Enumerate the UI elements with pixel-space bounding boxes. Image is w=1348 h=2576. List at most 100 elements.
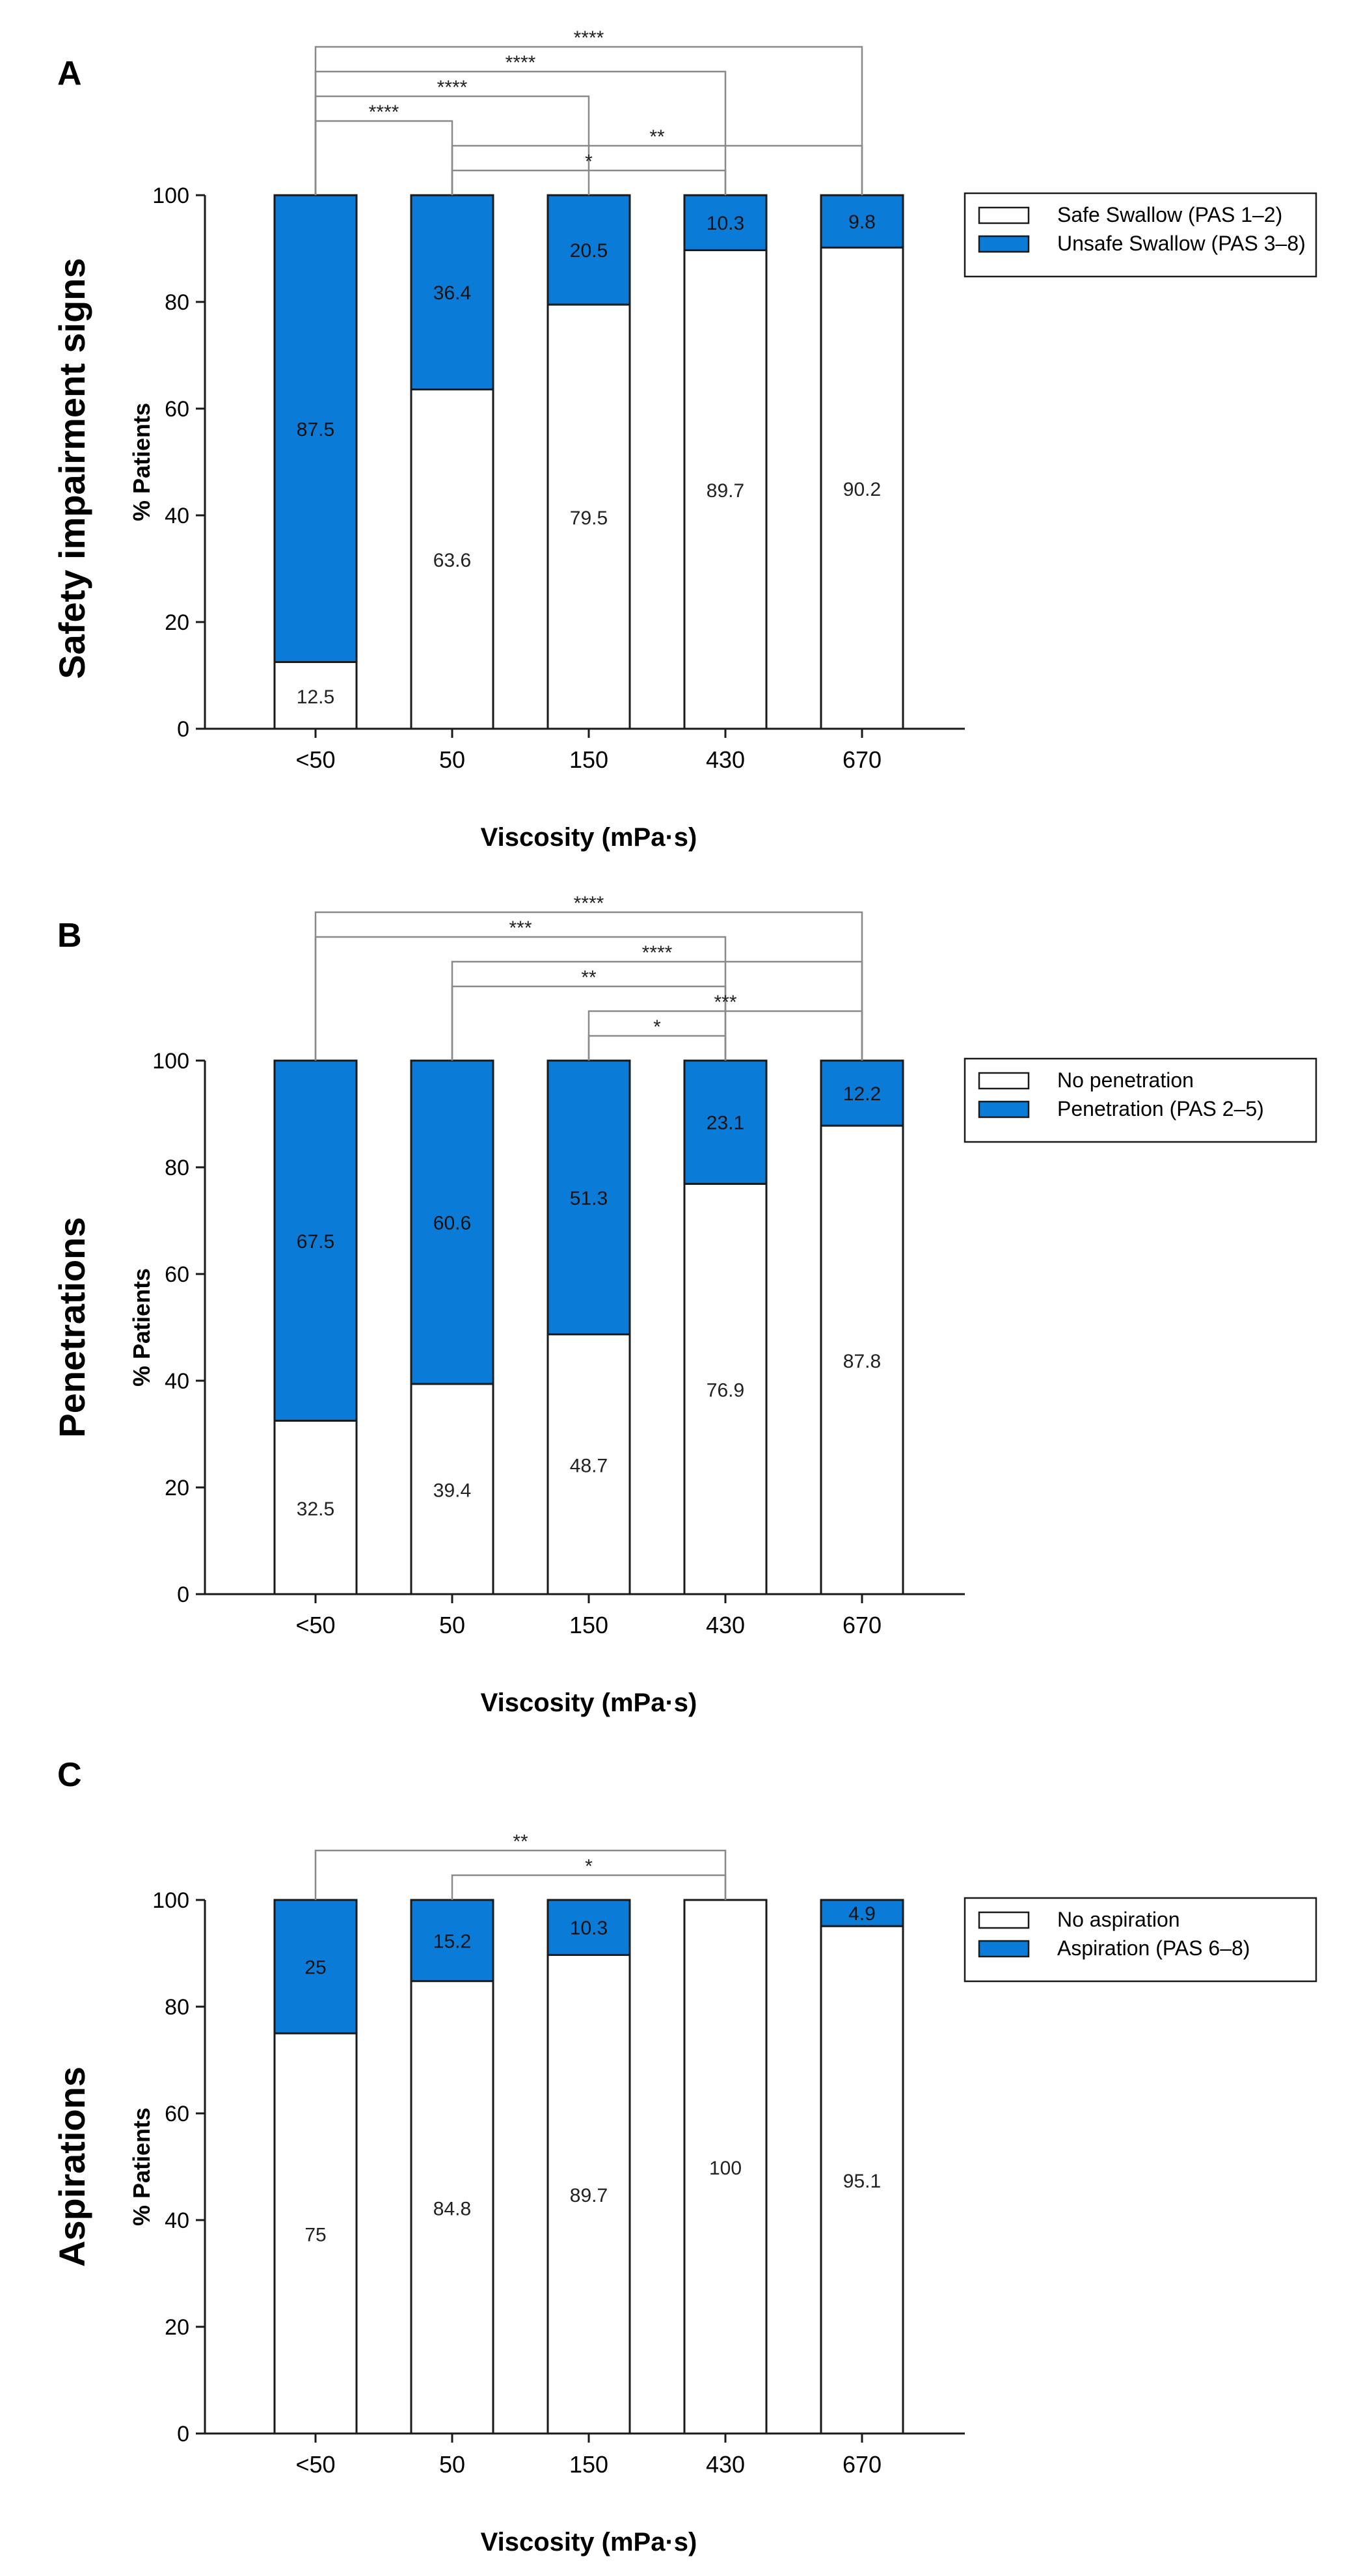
bar-safe-segment — [683, 249, 768, 730]
bar-safe-segment — [546, 1953, 631, 2435]
y-tick-label: 100 — [152, 1049, 189, 1074]
bar-safe-segment — [546, 1333, 631, 1595]
y-axis-label: % Patients — [128, 1268, 155, 1387]
data-label-safe: 76.9 — [707, 1380, 744, 1402]
y-tick-label: 0 — [177, 2422, 189, 2447]
panel-a: A Safety impairment signs % Patients 0 20 40 6… — [51, 27, 1317, 852]
legend-swatch-safe — [978, 1072, 1030, 1090]
y-tick-label: 20 — [165, 1476, 189, 1500]
x-tick-label: 670 — [842, 746, 882, 773]
legend-swatch-unsafe — [978, 1940, 1030, 1958]
data-label-unsafe: 25 — [304, 1957, 326, 1979]
bar-safe-segment — [683, 1899, 768, 2435]
data-label-safe: 12.5 — [297, 686, 334, 708]
legend-label: No penetration — [1057, 1068, 1194, 1092]
bar-safe-segment — [820, 1124, 904, 1595]
legend: No aspiration Aspiration (PAS 6–8) — [964, 1897, 1317, 1983]
data-label-unsafe: 87.5 — [297, 419, 334, 441]
data-label-unsafe: 36.4 — [433, 282, 471, 304]
panel-label: A — [57, 55, 82, 92]
significance-label: **** — [369, 102, 399, 123]
x-tick-label: 150 — [569, 746, 608, 773]
significance-bracket — [451, 169, 727, 195]
legend-swatch-safe — [978, 206, 1030, 224]
data-label-unsafe: 9.8 — [848, 211, 876, 233]
significance-label: ** — [649, 126, 665, 148]
y-axis-label: % Patients — [128, 2108, 155, 2226]
data-label-unsafe: 12.2 — [843, 1083, 881, 1105]
significance-label: **** — [437, 77, 468, 98]
bar-unsafe-segment — [820, 1059, 904, 1127]
panel-title: Aspirations — [51, 2067, 92, 2267]
bar-unsafe-segment — [546, 1899, 631, 1956]
x-tick-label: 670 — [842, 1612, 882, 1638]
bar-unsafe-segment — [273, 1059, 358, 1422]
y-tick-label: 80 — [165, 1995, 189, 2020]
significance-label: *** — [714, 992, 736, 1013]
bar-unsafe-segment — [820, 1899, 904, 1927]
bar-unsafe-segment — [683, 1059, 768, 1185]
bar-unsafe-segment — [410, 1059, 494, 1385]
x-tick-label: 150 — [569, 1612, 608, 1638]
data-label-safe: 89.7 — [570, 2185, 608, 2206]
bar-safe-segment — [273, 2032, 358, 2435]
data-label-unsafe: 10.3 — [707, 213, 744, 234]
bar-safe-segment — [820, 246, 904, 730]
significance-label: ** — [581, 967, 597, 988]
x-tick-label: 50 — [439, 1612, 465, 1638]
x-axis-label: Viscosity (mPa·s) — [481, 1688, 697, 1717]
bar-unsafe-segment — [410, 194, 494, 390]
data-label-safe: 90.2 — [843, 479, 881, 500]
significance-label: * — [653, 1016, 661, 1038]
bar-safe-segment — [683, 1182, 768, 1595]
panel-label: C — [57, 1756, 82, 1794]
x-tick-label: <50 — [295, 1612, 335, 1638]
legend-label: Unsafe Swallow (PAS 3–8) — [1057, 232, 1306, 255]
panel-label: B — [57, 917, 82, 955]
data-label-unsafe: 60.6 — [433, 1212, 471, 1234]
legend-label: Penetration (PAS 2–5) — [1057, 1097, 1264, 1120]
y-tick-label: 20 — [165, 610, 189, 635]
data-label-safe: 79.5 — [570, 508, 608, 529]
y-tick-label: 60 — [165, 2102, 189, 2126]
y-tick-label: 80 — [165, 1156, 189, 1180]
data-label-safe: 48.7 — [570, 1455, 608, 1476]
data-label-safe: 87.8 — [843, 1351, 881, 1372]
data-label-safe: 63.6 — [433, 550, 471, 571]
legend: Safe Swallow (PAS 1–2) Unsafe Swallow (PA… — [964, 192, 1317, 278]
panel-b: B Penetrations % Patients 0 20 40 60 80 100 <50 32… — [51, 893, 1317, 1717]
significance-label: **** — [574, 893, 604, 914]
x-tick-label: 50 — [439, 746, 465, 773]
y-tick-label: 40 — [165, 1369, 189, 1394]
significance-bracket — [451, 1874, 727, 1900]
legend-swatch-unsafe — [978, 235, 1030, 253]
y-tick-label: 100 — [152, 1888, 189, 1913]
panel-title: Penetrations — [51, 1217, 92, 1437]
bar-unsafe-segment — [273, 194, 358, 663]
legend: No penetration Penetration (PAS 2–5) — [964, 1057, 1317, 1143]
legend-swatch-safe — [978, 1911, 1030, 1929]
y-tick-label: 0 — [177, 717, 189, 742]
data-label-safe: 95.1 — [843, 2171, 881, 2192]
panel-c: C Aspirations % Patients 0 20 40 60 80 100 <50 75 2… — [51, 1756, 1317, 2556]
significance-label: **** — [506, 52, 536, 74]
significance-bracket — [451, 985, 727, 1061]
legend-swatch-unsafe — [978, 1100, 1030, 1119]
significance-bracket — [314, 120, 453, 195]
y-tick-label: 40 — [165, 504, 189, 528]
legend-label: No aspiration — [1057, 1908, 1180, 1931]
data-label-safe: 75 — [304, 2225, 326, 2246]
bar-unsafe-segment — [820, 194, 904, 249]
bar-safe-segment — [273, 1420, 358, 1595]
x-tick-label: <50 — [295, 746, 335, 773]
y-tick-label: 60 — [165, 397, 189, 422]
x-tick-label: <50 — [295, 2451, 335, 2478]
y-tick-label: 40 — [165, 2208, 189, 2233]
data-label-safe: 84.8 — [433, 2198, 471, 2219]
data-label-unsafe: 20.5 — [570, 240, 608, 262]
bar-safe-segment — [410, 1980, 494, 2435]
y-tick-label: 100 — [152, 183, 189, 208]
bar-safe-segment — [410, 388, 494, 730]
bar-unsafe-segment — [546, 1059, 631, 1336]
